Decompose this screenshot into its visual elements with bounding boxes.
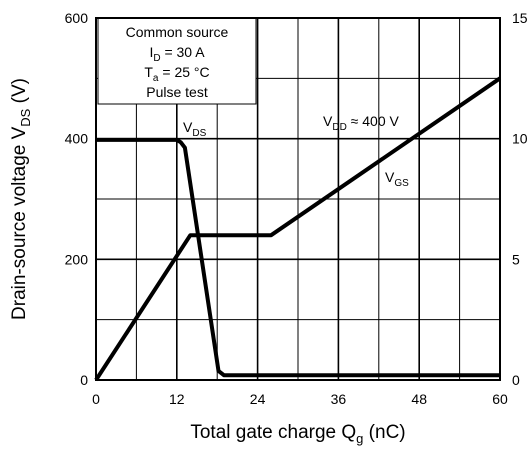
y-left-tick-labels: 0 200 400 600 — [65, 10, 89, 388]
y-axis-title: Drain-source voltage VDS (V) — [9, 78, 33, 320]
x-tick-label: 48 — [411, 391, 427, 407]
vgs-curve-label: VGS — [385, 169, 409, 189]
y-right-tick-labels: 0 5 10 15 — [512, 10, 528, 388]
x-tick-label: 0 — [92, 391, 100, 407]
vds-curve-label: VDS — [183, 119, 207, 139]
x-tick-labels: 0 12 24 36 48 60 — [92, 391, 508, 407]
vdd-label: VDD ≈ 400 V — [323, 113, 400, 133]
series-group — [94, 76, 502, 382]
y-right-tick-label: 10 — [512, 131, 528, 147]
plot-frame — [95, 17, 501, 381]
y-left-tick-label: 600 — [65, 10, 89, 26]
x-tick-label: 24 — [250, 391, 266, 407]
condition-line-pulse-test: Pulse test — [146, 84, 208, 100]
condition-line-ta: Ta = 25 °C — [144, 64, 209, 84]
condition-line-common-source: Common source — [126, 24, 229, 40]
y-left-tick-label: 400 — [65, 131, 89, 147]
series-line-vgs — [94, 76, 502, 382]
conditions-box: Common source ID = 30 A Ta = 25 °C Pulse… — [97, 17, 257, 105]
series-line-vds — [96, 137, 500, 378]
x-axis-title: Total gate charge Qg (nC) — [190, 422, 405, 446]
x-tick-label: 60 — [492, 391, 508, 407]
y-right-tick-label: 5 — [512, 251, 520, 267]
condition-line-id: ID = 30 A — [149, 44, 205, 64]
x-tick-label: 36 — [331, 391, 347, 407]
y-right-tick-label: 0 — [512, 372, 520, 388]
y-left-tick-label: 200 — [65, 251, 89, 267]
y-right-tick-label: 15 — [512, 10, 528, 26]
x-tick-label: 12 — [169, 391, 185, 407]
y-left-tick-label: 0 — [80, 372, 88, 388]
